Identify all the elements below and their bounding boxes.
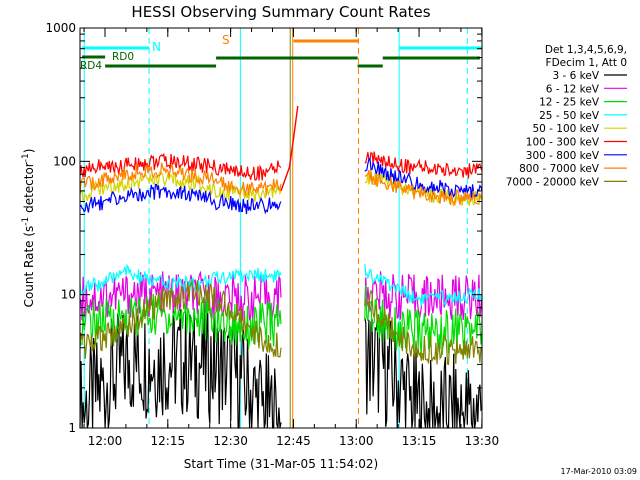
- x-tick-label: 13:15: [402, 434, 437, 448]
- annotation-n: N: [152, 40, 161, 54]
- x-tick-label: 12:45: [276, 434, 311, 448]
- legend-label: 50 - 100 keV: [532, 123, 599, 135]
- x-tick-label: 12:30: [213, 434, 248, 448]
- legend-label: 6 - 12 keV: [546, 83, 600, 95]
- x-tick-label: 13:00: [339, 434, 374, 448]
- series-line: [364, 289, 483, 366]
- y-axis-label: Count Rate (s-1 detector-1): [21, 149, 36, 308]
- y-tick-label: 1: [68, 421, 76, 435]
- y-tick-label: 100: [53, 154, 76, 168]
- x-tick-label: 12:00: [88, 434, 123, 448]
- x-axis-label: Start Time (31-Mar-05 11:54:02): [184, 457, 378, 471]
- series-line: [79, 303, 282, 429]
- series-line: [364, 263, 483, 307]
- series-line: [364, 284, 483, 355]
- series-line: [364, 169, 483, 207]
- legend-header-line-1: Det 1,3,4,5,6,9,: [545, 44, 627, 56]
- x-tick-label: 13:30: [465, 434, 500, 448]
- legend-label: 12 - 25 keV: [539, 97, 600, 109]
- legend-label: 100 - 300 keV: [526, 137, 600, 149]
- footer-timestamp: 17-Mar-2010 03:09: [561, 467, 638, 476]
- series-line: [79, 279, 282, 359]
- y-tick-label: 1000: [45, 21, 76, 35]
- series-line: [79, 162, 282, 196]
- annotation-rd0: RD0: [112, 51, 134, 63]
- legend-header-line-2: FDecim 1, Att 0: [546, 57, 627, 69]
- series-line: [364, 271, 483, 320]
- series-line: [79, 183, 282, 215]
- annotation-s: S: [222, 33, 230, 47]
- series-line: [79, 263, 282, 297]
- y-axis: 1 10 100 1000: [45, 21, 482, 435]
- legend-label: 3 - 6 keV: [552, 70, 599, 82]
- legend-label: 300 - 800 keV: [526, 150, 600, 162]
- plot-frame: [79, 27, 483, 429]
- series-line: [364, 157, 483, 199]
- legend-label: 800 - 7000 keV: [519, 163, 600, 175]
- flare-spike-line: [280, 105, 299, 192]
- legend-label: 25 - 50 keV: [539, 110, 600, 122]
- legend-label: 7000 - 20000 keV: [506, 176, 600, 188]
- chart-title: HESSI Observing Summary Count Rates: [131, 3, 430, 21]
- instrument-state-overlays: [82, 28, 482, 428]
- series-line: [79, 152, 282, 181]
- series-group: [79, 105, 483, 429]
- series-line: [79, 293, 282, 350]
- y-tick-label: 10: [61, 288, 76, 302]
- x-tick-label: 12:15: [151, 434, 186, 448]
- x-axis: 12:00 12:15 12:30 12:45 13:00 13:15 13:30: [83, 28, 500, 448]
- annotation-rd4: RD4: [80, 60, 102, 72]
- series-line: [79, 270, 282, 322]
- series-line: [364, 151, 483, 179]
